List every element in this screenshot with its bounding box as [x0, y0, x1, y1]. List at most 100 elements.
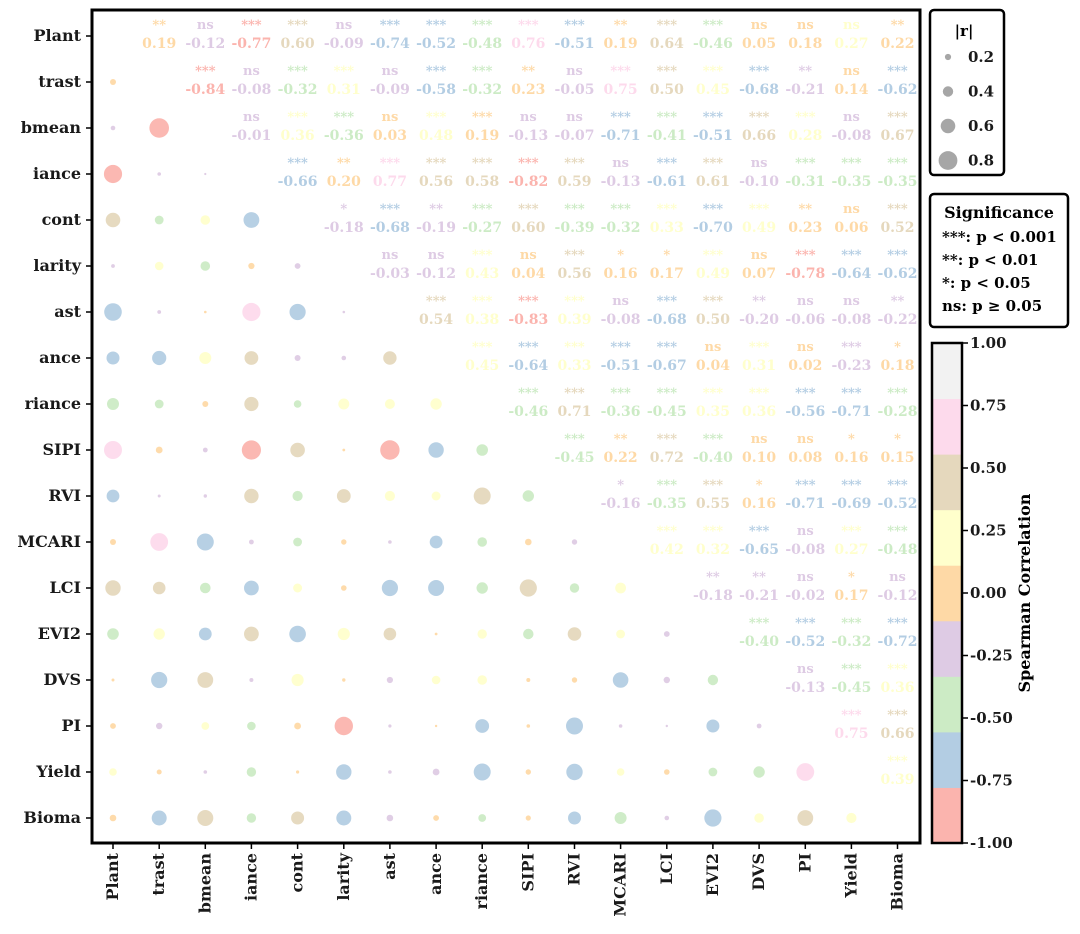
colorbar-bin	[932, 620, 962, 677]
significance-label: ***	[749, 110, 770, 125]
corr-value: 0.61	[696, 174, 730, 190]
significance-label: ***	[749, 386, 770, 401]
corr-circle	[202, 447, 208, 453]
x-tick-label: DVS	[749, 853, 768, 891]
significance-label: ***	[657, 478, 678, 493]
corr-circle	[294, 722, 301, 730]
corr-value: -0.09	[324, 36, 364, 52]
corr-value: 0.19	[604, 36, 638, 52]
corr-circle	[247, 721, 256, 731]
corr-value: 0.48	[419, 128, 453, 144]
x-tick-label: iance	[241, 853, 260, 901]
corr-value: -0.77	[231, 36, 271, 52]
significance-label: ***	[657, 432, 678, 447]
corr-circle	[616, 629, 625, 639]
significance-label: ***	[887, 202, 908, 217]
corr-circle	[336, 810, 352, 826]
y-tick-label: EVI2	[38, 624, 81, 643]
corr-circle	[429, 535, 443, 549]
corr-value: -0.56	[785, 404, 825, 420]
y-tick-label: DVS	[43, 670, 81, 689]
significance-label: ***	[887, 754, 908, 769]
corr-circle	[753, 766, 765, 778]
corr-value: -0.32	[278, 82, 318, 98]
corr-circle	[477, 675, 488, 685]
corr-circle	[200, 261, 211, 271]
corr-circle	[157, 310, 162, 314]
significance-legend-title: Significance	[944, 203, 1054, 222]
significance-label: **	[752, 294, 766, 309]
corr-value: -0.45	[647, 404, 687, 420]
significance-label: ns	[751, 156, 768, 171]
corr-circle	[522, 490, 534, 502]
corr-value: -0.51	[601, 358, 641, 374]
significance-label: ***	[610, 202, 631, 217]
significance-label: ***	[841, 662, 862, 677]
corr-circle	[244, 488, 259, 504]
colorbar-tick-label: -0.50	[970, 709, 1013, 727]
corr-value: -0.02	[785, 588, 825, 604]
significance-label: ***	[334, 110, 355, 125]
corr-value: -0.48	[462, 36, 502, 52]
corr-circle	[337, 627, 350, 641]
significance-label: ns	[382, 64, 399, 79]
corr-circle	[428, 580, 445, 596]
corr-value: 0.58	[465, 174, 499, 190]
significance-label: ***	[703, 432, 724, 447]
corr-circle	[154, 215, 164, 225]
significance-label: ns	[751, 248, 768, 263]
y-tick-label: trast	[38, 72, 81, 91]
corr-circle	[381, 579, 398, 597]
y-tick-label: iance	[33, 164, 81, 183]
significance-label: ns	[843, 202, 860, 217]
significance-label: ***	[841, 248, 862, 263]
corr-value: -0.08	[601, 312, 641, 328]
significance-label: ***	[426, 294, 447, 309]
corr-value: -0.78	[785, 266, 825, 282]
corr-value: -0.18	[693, 588, 733, 604]
significance-label: ns	[797, 570, 814, 585]
significance-legend-box	[928, 192, 1070, 329]
corr-circle	[566, 717, 583, 735]
corr-value: -0.32	[601, 220, 641, 236]
colorbar-bin	[932, 731, 962, 788]
significance-label: ***	[703, 202, 724, 217]
significance-label: ns	[751, 432, 768, 447]
corr-circle	[244, 396, 259, 412]
corr-value: -0.36	[324, 128, 364, 144]
significance-label: ns	[520, 110, 537, 125]
significance-label: ***	[841, 708, 862, 723]
corr-value: -0.52	[785, 634, 825, 650]
corr-value: -0.12	[878, 588, 918, 604]
corr-circle	[568, 811, 581, 825]
x-tick-label: bmean	[195, 853, 214, 914]
corr-circle	[293, 400, 302, 408]
corr-circle	[105, 212, 121, 228]
corr-circle	[336, 764, 352, 780]
significance-label: ns	[335, 18, 352, 33]
corr-value: -0.22	[878, 312, 918, 328]
significance-label: ***	[657, 18, 678, 33]
corr-circle	[156, 722, 163, 730]
significance-label: ns	[382, 110, 399, 125]
corr-value: 0.38	[465, 312, 499, 328]
corr-value: -0.35	[878, 174, 918, 190]
corr-value: 0.33	[650, 220, 684, 236]
corr-value: -0.27	[462, 220, 502, 236]
y-tick-label: Yield	[35, 762, 81, 781]
corr-value: -0.74	[370, 36, 410, 52]
corr-circle	[473, 487, 491, 505]
corr-circle	[291, 673, 304, 687]
corr-value: -0.13	[508, 128, 548, 144]
corr-circle	[384, 399, 395, 409]
significance-label: ***	[795, 248, 816, 263]
corr-circle	[197, 810, 214, 826]
corr-value: -0.09	[370, 82, 410, 98]
corr-value: -0.64	[508, 358, 548, 374]
significance-label: **	[752, 570, 766, 585]
significance-label: ***	[749, 202, 770, 217]
x-tick-label: larity	[334, 852, 353, 900]
corr-value: 0.23	[788, 220, 822, 236]
significance-label: ***	[841, 478, 862, 493]
y-tick-label: PI	[61, 716, 81, 735]
